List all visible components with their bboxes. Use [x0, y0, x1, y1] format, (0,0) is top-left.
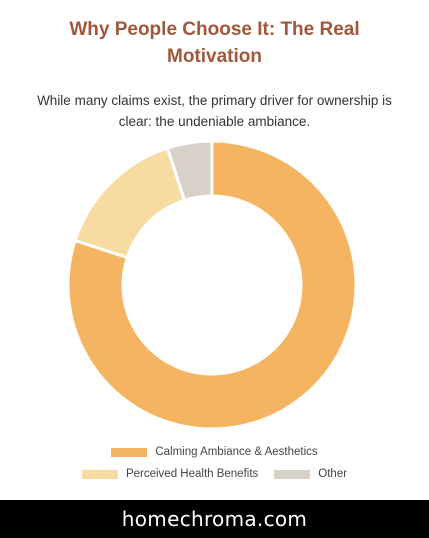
slice-health-benefits[interactable]	[73, 146, 186, 259]
chart-subtitle-line-1: While many claims exist, the primary dri…	[37, 93, 392, 108]
legend-row-1: Calming Ambiance & Aesthetics	[0, 441, 429, 463]
chart-title-line-1: Why People Choose It: The Real	[69, 19, 360, 40]
legend-swatch-calming-ambiance	[111, 447, 148, 457]
chart-subtitle: While many claims exist, the primary dri…	[12, 90, 417, 132]
footer-brand-text[interactable]: homechroma.com	[121, 507, 308, 531]
footer-brand-bar: homechroma.com	[0, 500, 429, 538]
legend-label-calming-ambiance: Calming Ambiance & Aesthetics	[155, 446, 318, 458]
chart-title-line-2: Motivation	[167, 46, 262, 67]
legend-item-calming-ambiance[interactable]: Calming Ambiance & Aesthetics	[111, 446, 318, 458]
chart-title: Why People Choose It: The Real Motivatio…	[0, 16, 429, 70]
chart-subtitle-line-2: clear: the undeniable ambiance.	[118, 114, 311, 129]
legend-item-other[interactable]: Other	[274, 468, 347, 480]
legend-label-other: Other	[318, 468, 348, 480]
chart-legend: Calming Ambiance & Aesthetics Perceived …	[0, 441, 429, 485]
slice-calming-ambiance[interactable]	[66, 139, 358, 431]
legend-item-health-benefits[interactable]: Perceived Health Benefits	[81, 468, 259, 480]
legend-swatch-other	[274, 469, 311, 479]
legend-swatch-health-benefits	[81, 469, 118, 479]
doughnut-chart	[66, 139, 358, 431]
legend-label-health-benefits: Perceived Health Benefits	[125, 468, 259, 480]
slice-other[interactable]	[166, 139, 214, 202]
legend-row-2: Perceived Health Benefits Other	[0, 463, 429, 485]
